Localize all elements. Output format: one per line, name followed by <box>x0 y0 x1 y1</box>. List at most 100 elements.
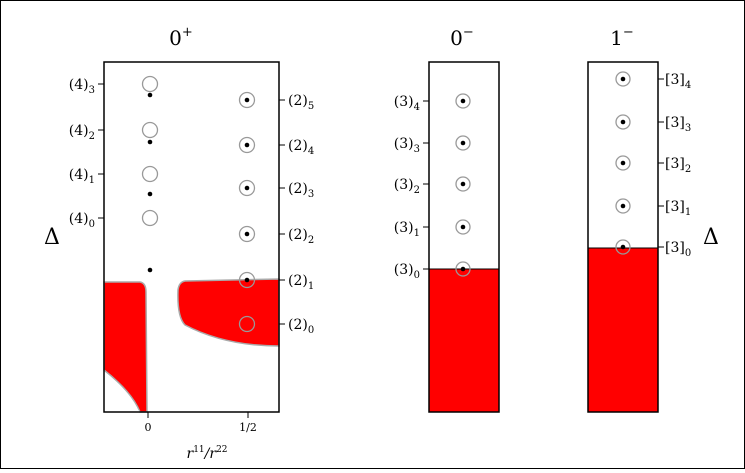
dot-at-zero-2 <box>147 139 153 145</box>
labels-right-0plus: (2)5 (2)4 (2)3 (2)2 (2)1 (2)0 <box>279 93 314 336</box>
label-2-2-sub: 2 <box>308 235 314 246</box>
dots-at-zero <box>147 92 153 273</box>
ring-0minus-1 <box>455 219 471 235</box>
allowed-corner-bottom-left <box>104 376 140 412</box>
dot-0minus-4 <box>460 98 466 104</box>
dot-at-zero-1 <box>147 92 153 98</box>
dot-at-zero-4 <box>147 267 153 273</box>
label-bracket3-4-sub: 4 <box>685 80 691 91</box>
label-bracket3-3-base: [3] <box>665 115 685 131</box>
ring-0minus-0 <box>455 261 471 277</box>
title-0minus-base: 0 <box>450 26 463 50</box>
label-4-3-base: (4) <box>69 77 89 93</box>
label-3-2-base: (3) <box>394 177 414 193</box>
panel-title-1minus: 1− <box>610 25 634 50</box>
dot-half-5 <box>244 97 250 103</box>
excluded-region-0minus <box>429 269 499 412</box>
dot-0minus-3 <box>460 140 466 146</box>
label-4-3-sub: 3 <box>89 85 95 96</box>
ring-1minus-1 <box>615 198 631 214</box>
xlabel-sup1: 11 <box>193 445 204 455</box>
label-4-2: (4)2 <box>69 123 95 142</box>
label-2-3-base: (2) <box>288 181 308 197</box>
label-3-0-sub: 0 <box>414 270 420 281</box>
dot-1minus-3 <box>620 119 626 125</box>
circled-dots-0minus <box>455 93 471 277</box>
label-3-0-base: (3) <box>394 262 414 278</box>
label-bracket3-1: [3]1 <box>665 199 691 218</box>
label-3-0: (3)0 <box>394 262 420 281</box>
label-4-0: (4)0 <box>69 211 95 230</box>
label-3-2: (3)2 <box>394 177 420 196</box>
label-3-3-base: (3) <box>394 136 414 152</box>
ring-half-3 <box>238 179 256 197</box>
label-4-3: (4)3 <box>69 77 95 96</box>
label-bracket3-3-sub: 3 <box>685 123 691 134</box>
ring-1minus-2 <box>615 155 631 171</box>
label-3-4-base: (3) <box>394 94 414 110</box>
xtick-label-half: 1/2 <box>239 421 257 434</box>
label-3-1-base: (3) <box>394 220 414 236</box>
axes-box-0plus <box>103 61 280 413</box>
ring-0minus-4 <box>455 93 471 109</box>
open-circle-level-3 <box>141 75 159 93</box>
open-circle-level-1 <box>141 165 159 183</box>
dot-0minus-0 <box>460 266 466 272</box>
label-2-1-base: (2) <box>288 273 308 289</box>
panel-0plus: 0 1/2 r11/r22 0+ Δ <box>44 25 314 462</box>
ring-1minus-3 <box>615 114 631 130</box>
label-bracket3-4-base: [3] <box>665 72 685 88</box>
label-2-3: (2)3 <box>288 181 314 200</box>
label-4-2-base: (4) <box>69 123 89 139</box>
dot-half-3 <box>244 185 250 191</box>
label-3-3: (3)3 <box>394 136 420 155</box>
dot-0minus-1 <box>460 224 466 230</box>
dot-at-zero-3 <box>147 191 153 197</box>
title-0minus-sup: − <box>463 25 474 40</box>
circles-at-zero <box>141 75 159 227</box>
xlabel-r2: /r <box>203 446 218 462</box>
label-3-2-sub: 2 <box>414 185 420 196</box>
label-3-1: (3)1 <box>394 220 420 239</box>
dot-0minus-2 <box>460 181 466 187</box>
label-4-1-sub: 1 <box>89 175 95 186</box>
title-1minus-base: 1 <box>610 26 623 50</box>
xtick-label-0: 0 <box>145 421 152 434</box>
title-1minus-sup: − <box>623 25 634 40</box>
label-2-0-base: (2) <box>288 317 308 333</box>
label-2-4-sub: 4 <box>308 146 314 157</box>
label-bracket3-2-sub: 2 <box>685 164 691 175</box>
label-3-4-sub: 4 <box>414 102 420 113</box>
label-2-2-base: (2) <box>288 227 308 243</box>
label-bracket3-4: [3]4 <box>665 72 691 91</box>
label-bracket3-0-base: [3] <box>665 240 685 256</box>
title-0plus-base: 0 <box>169 26 182 50</box>
label-2-5: (2)5 <box>288 93 314 112</box>
y-axis-label-left: Δ <box>44 225 60 250</box>
y-axis-label-right: Δ <box>703 225 719 250</box>
dot-half-4 <box>244 142 250 148</box>
title-0plus-sup: + <box>182 25 193 40</box>
circled-dots-1minus <box>615 71 631 255</box>
ring-half-0 <box>238 315 256 333</box>
xlabel-r1: r <box>186 446 194 462</box>
dot-1minus-1 <box>620 203 626 209</box>
label-2-4: (2)4 <box>288 138 314 157</box>
dot-half-2 <box>244 231 250 237</box>
dot-1minus-4 <box>620 76 626 82</box>
label-4-1: (4)1 <box>69 167 95 186</box>
ring-half-4 <box>238 136 256 154</box>
dot-half-1 <box>244 277 250 283</box>
label-bracket3-2-base: [3] <box>665 156 685 172</box>
ring-1minus-0 <box>615 239 631 255</box>
panel-0minus: 0− (3)4 (3)3 (3)2 (3)1 (3)0 <box>394 25 500 413</box>
label-bracket3-2: [3]2 <box>665 156 691 175</box>
axes-box-1minus <box>587 61 659 413</box>
x-axis-label: r11/r22 <box>186 445 227 462</box>
open-circle-level-2 <box>141 121 159 139</box>
label-2-1-sub: 1 <box>308 281 314 292</box>
label-3-1-sub: 1 <box>414 228 420 239</box>
labels-right-1minus: [3]4 [3]3 [3]2 [3]1 [3]0 <box>658 72 691 259</box>
